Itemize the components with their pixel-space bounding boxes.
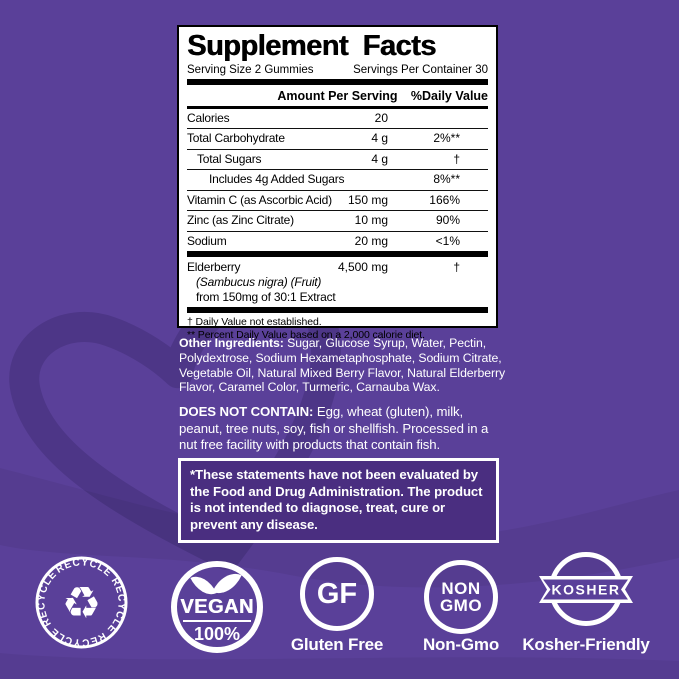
nutrient-row-zinc: Zinc (as Zinc Citrate) 10 mg 90% bbox=[187, 211, 488, 232]
nutrient-row-calories: Calories 20 bbox=[187, 109, 488, 130]
footnote-dv: ** Percent Daily Value based on a 2,000 … bbox=[187, 328, 425, 341]
fda-disclaimer-box: *These statements have not been evaluate… bbox=[178, 458, 499, 544]
divider-thick bbox=[187, 78, 488, 85]
vegan-title: VEGAN bbox=[180, 596, 254, 618]
kosher-ribbon-fill bbox=[543, 579, 628, 600]
serving-size: Serving Size 2 Gummies bbox=[187, 63, 314, 76]
non-gmo-label: Non-Gmo bbox=[422, 635, 500, 654]
supplement-facts-panel: Supplement Facts Serving Size 2 Gummies … bbox=[177, 25, 498, 341]
nutrient-row-vitamin-c: Vitamin C (as Ascorbic Acid) 150 mg 166% bbox=[187, 191, 488, 212]
serving-row: Serving Size 2 Gummies Servings Per Cont… bbox=[187, 64, 488, 76]
heart-outline-shape bbox=[9, 272, 341, 570]
kosher-label: Kosher-Friendly bbox=[522, 635, 650, 654]
divider-thick bbox=[187, 307, 488, 314]
column-header-row: Amount Per Serving %Daily Value bbox=[187, 85, 488, 109]
kosher-badge: KOSHER bbox=[539, 552, 633, 626]
non-gmo-line1: NON bbox=[441, 578, 481, 598]
elderberry-row: Elderberry 4,500 mg † (Sambucus nigra) (… bbox=[187, 257, 488, 307]
other-ingredients-label: Other Ingredients: bbox=[179, 336, 284, 350]
amount-column-header: Amount Per Serving bbox=[277, 88, 398, 103]
vegan-percent: 100% bbox=[193, 624, 241, 644]
nutrient-row-added-sugars: Includes 4g Added Sugars 8%** bbox=[187, 170, 488, 191]
fda-disclaimer-text: *These statements have not been evaluate… bbox=[190, 467, 483, 532]
recycle-badge-ring bbox=[35, 556, 128, 649]
bottom-wave-shape bbox=[0, 653, 679, 679]
gluten-free-label: Gluten Free bbox=[290, 635, 384, 654]
leaf-icon bbox=[212, 567, 242, 600]
does-not-contain-paragraph: DOES NOT CONTAIN: Egg, wheat (gluten), m… bbox=[179, 404, 508, 454]
panel-title: Supplement Facts bbox=[187, 30, 436, 62]
leaf-icon bbox=[190, 570, 217, 601]
elderberry-extract-note: from 150mg of 30:1 Extract bbox=[196, 289, 336, 304]
dv-column-header: %Daily Value bbox=[410, 88, 488, 103]
wave-shape bbox=[0, 468, 679, 588]
footnotes: † Daily Value not established. ** Percen… bbox=[187, 313, 488, 341]
leaves-icon bbox=[189, 567, 245, 601]
other-ingredients-text: Sugar, Glucose Syrup, Water, Pectin, Pol… bbox=[179, 336, 506, 395]
recycle-arrows-icon: ♻ bbox=[62, 579, 101, 628]
footnote-dagger: † Daily Value not established. bbox=[187, 316, 322, 329]
nutrient-row-sodium: Sodium 20 mg <1% bbox=[187, 233, 460, 248]
other-ingredients-paragraph: Other Ingredients: Sugar, Glucose Syrup,… bbox=[179, 336, 506, 395]
divider-thick bbox=[187, 251, 488, 258]
servings-per-container: Servings Per Container 30 bbox=[353, 63, 488, 76]
elderberry-botanical-name: (Sambucus nigra) (Fruit) bbox=[196, 275, 322, 290]
nutrient-row-carbohydrate: Total Carbohydrate 4 g 2%** bbox=[187, 129, 488, 150]
vegan-badge: VEGAN 100% bbox=[171, 561, 263, 653]
gluten-free-badge: GF bbox=[300, 557, 374, 631]
kosher-title: KOSHER bbox=[552, 582, 621, 598]
does-not-contain-label: DOES NOT CONTAIN: bbox=[179, 404, 314, 419]
gluten-free-abbr: GF bbox=[316, 577, 358, 610]
non-gmo-line2: GMO bbox=[439, 596, 483, 615]
vegan-divider bbox=[183, 620, 251, 622]
does-not-contain-text: Egg, wheat (gluten), milk, peanut, tree … bbox=[179, 404, 489, 452]
non-gmo-badge: NON GMO bbox=[424, 560, 498, 634]
recycle-badge: RECYCLE RECYCLE RECYCLE RECYCLE ♻ bbox=[33, 554, 130, 651]
nutrient-row-total-sugars: Total Sugars 4 g † bbox=[187, 150, 488, 171]
